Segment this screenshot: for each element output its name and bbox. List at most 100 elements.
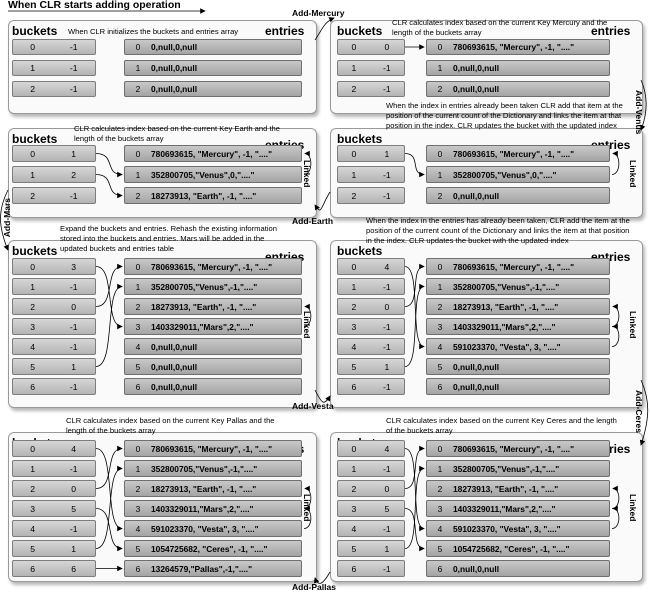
panel-note: When CLR initializes the buckets and ent…	[68, 27, 239, 36]
bucket-value: 1	[71, 543, 77, 554]
bucket-value: -1	[69, 523, 78, 534]
entry-row: 5 1054725682, "Ceres", -1, "...."	[124, 540, 302, 557]
panel-note: CLR calculates index based on the curren…	[74, 124, 280, 143]
entry-index: 2	[437, 190, 443, 201]
bucket-value: 1	[384, 148, 390, 159]
entry-row: 6 0,null,0,null	[426, 378, 610, 395]
bucket-value: -1	[69, 281, 78, 292]
bucket-index: 2	[30, 483, 36, 494]
entry-index: 0	[135, 42, 141, 52]
bucket-index: 3	[351, 503, 357, 514]
bucket-row: 3 -1	[12, 318, 96, 335]
bucket-index: 1	[30, 169, 36, 180]
bucket-row: 3 -1	[337, 318, 405, 335]
entry-index: 4	[135, 341, 141, 352]
entry-row: 0 780693615, "Mercury", -1, "...."	[124, 258, 302, 275]
bucket-value: -1	[69, 341, 78, 352]
entry-value: 18273913, "Earth", -1, "...."	[453, 483, 559, 494]
bucket-value: -1	[383, 281, 391, 292]
entry-row: 4 591023370, "Vesta", 3, "...."	[426, 520, 610, 537]
entry-index: 3	[135, 503, 141, 514]
entry-row: 2 18273913, "Earth", -1, "...."	[124, 298, 302, 315]
entry-row: 5 0,null,0,null	[426, 358, 610, 375]
entry-index: 1	[135, 169, 141, 180]
entry-index: 1	[437, 169, 443, 180]
entry-row: 0 780693615, "Mercury", -1, "...."	[426, 145, 610, 162]
buckets-heading: buckets	[337, 24, 383, 38]
entry-value: 780693615, "Mercury", -1, "...."	[151, 261, 273, 272]
linked-label: Linked	[628, 160, 638, 188]
bucket-value: 0	[384, 483, 390, 494]
bucket-index: 2	[30, 190, 36, 201]
entry-index: 0	[135, 261, 141, 272]
entry-index: 1	[437, 281, 443, 292]
buckets-heading: buckets	[337, 132, 383, 146]
bucket-index: 2	[30, 84, 36, 94]
bucket-index: 0	[351, 148, 357, 159]
operation-label-add_mercury: Add-Mercury	[292, 8, 345, 18]
entry-index: 0	[437, 443, 443, 454]
bucket-index: 5	[351, 543, 357, 554]
entry-value: 0,null,0,null	[453, 361, 500, 372]
bucket-index: 1	[351, 169, 357, 180]
entry-value: 352800705,"Venus",-1,"...."	[151, 463, 258, 474]
entry-index: 1	[437, 63, 443, 73]
linked-label: Linked	[628, 494, 638, 522]
bucket-index: 4	[351, 341, 357, 352]
operation-label-add_vesta: Add-Vesta	[292, 401, 334, 411]
entry-index: 1	[437, 463, 443, 474]
bucket-row: 0 -1	[12, 39, 96, 55]
operation-label-add_pallas: Add-Pallas	[292, 582, 336, 592]
bucket-index: 2	[351, 190, 357, 201]
entry-value: 1054725682, "Ceres", -1, "...."	[453, 543, 570, 554]
entry-index: 1	[135, 63, 141, 73]
entry-value: 1403329011,"Mars",2,"...."	[453, 503, 556, 514]
entry-value: 591023370, "Vesta", 3, "...."	[453, 523, 561, 534]
bucket-index: 6	[351, 563, 357, 574]
entry-value: 18273913, "Earth", -1, "...."	[151, 190, 257, 201]
entry-row: 2 18273913, "Earth", -1, "...."	[124, 187, 302, 204]
entry-value: 780693615, "Mercury", -1, "...."	[453, 42, 575, 52]
bucket-value: 1	[71, 148, 77, 159]
entry-value: 0,null,0,null	[453, 63, 500, 73]
bucket-row: 4 -1	[337, 520, 405, 537]
entry-value: 0,null,0,null	[453, 381, 500, 392]
entry-value: 1403329011,"Mars",2,"...."	[151, 503, 254, 514]
entry-row: 2 18273913, "Earth", -1, "...."	[426, 298, 610, 315]
bucket-row: 2 -1	[337, 81, 405, 97]
linked-label: Linked	[302, 311, 312, 339]
panel-note: CLR calculates index based on the curren…	[386, 416, 617, 435]
bucket-row: 2 -1	[12, 81, 96, 97]
bucket-value: -1	[69, 463, 78, 474]
entry-value: 780693615, "Mercury", -1, "...."	[151, 148, 273, 159]
operation-label-add_mars: Add-Mars	[2, 198, 12, 238]
entry-index: 5	[135, 543, 141, 554]
bucket-value: -1	[69, 42, 78, 52]
entry-value: 18273913, "Earth", -1, "...."	[151, 483, 257, 494]
entry-row: 1 0,null,0,null	[426, 60, 610, 76]
bucket-value: 0	[71, 483, 77, 494]
entry-row: 2 0,null,0,null	[124, 81, 302, 97]
entry-index: 2	[135, 84, 141, 94]
entry-index: 3	[135, 321, 141, 332]
entries-heading: entries	[265, 24, 305, 38]
entry-row: 1 352800705,"Venus",0,"...."	[124, 166, 302, 183]
entry-index: 1	[135, 281, 141, 292]
bucket-row: 1 -1	[337, 460, 405, 477]
bucket-index: 0	[30, 261, 36, 272]
entry-value: 591023370, "Vesta", 3, "...."	[151, 523, 259, 534]
bucket-value: 1	[384, 543, 390, 554]
entry-row: 4 591023370, "Vesta", 3, "...."	[124, 520, 302, 537]
entry-value: 780693615, "Mercury", -1, "...."	[151, 443, 273, 454]
panel-note: When the index in the entries has alread…	[366, 216, 630, 245]
bucket-value: -1	[69, 190, 78, 201]
bucket-value: 0	[71, 301, 77, 312]
entry-row: 6 0,null,0,null	[124, 378, 302, 395]
bucket-value: 1	[71, 361, 77, 372]
